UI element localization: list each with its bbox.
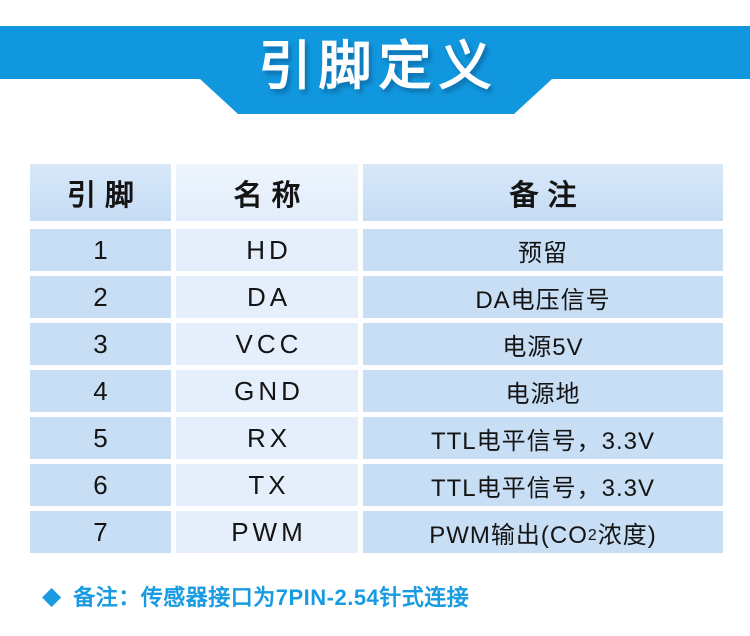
pin-cell: 3 bbox=[30, 323, 171, 365]
pin-cell: 6 bbox=[30, 464, 171, 506]
remark-text: DA电压信号 bbox=[475, 286, 611, 314]
page-title: 引脚定义 bbox=[258, 37, 499, 96]
remark-cell: 预留 bbox=[363, 229, 723, 271]
name-cell: TX bbox=[176, 464, 358, 506]
remark-cell: TTL电平信号，3.3V bbox=[363, 464, 723, 506]
header-remark: 备注 bbox=[363, 164, 723, 221]
table-row: 5 RX TTL电平信号，3.3V bbox=[30, 417, 723, 459]
footer-note-text: 备注：传感器接口为7PIN-2.54针式连接 bbox=[73, 585, 470, 610]
name-cell: GND bbox=[176, 370, 358, 412]
pin-definition-table: 引脚 名称 备注 1 HD 预留 2 DA DA电压信号 3 VCC 电源5V … bbox=[30, 164, 723, 558]
pin-cell: 4 bbox=[30, 370, 171, 412]
remark-text: 电源地 bbox=[505, 380, 581, 408]
remark-cell: 电源地 bbox=[363, 370, 723, 412]
pin-cell: 5 bbox=[30, 417, 171, 459]
remark-cell: TTL电平信号，3.3V bbox=[363, 417, 723, 459]
remark-text: TTL电平信号，3.3V bbox=[430, 427, 656, 455]
pin-cell: 2 bbox=[30, 276, 171, 318]
table-row: 3 VCC 电源5V bbox=[30, 323, 723, 365]
table-row: 1 HD 预留 bbox=[30, 229, 723, 271]
table-row: 4 GND 电源地 bbox=[30, 370, 723, 412]
header-name: 名称 bbox=[176, 164, 358, 221]
table-row: 6 TX TTL电平信号，3.3V bbox=[30, 464, 723, 506]
remark-text: PWM输出(CO bbox=[429, 521, 588, 549]
pin-cell: 7 bbox=[30, 511, 171, 553]
pin-cell: 1 bbox=[30, 229, 171, 271]
footer-note: ◆ 备注：传感器接口为7PIN-2.54针式连接 bbox=[42, 582, 469, 610]
name-cell: DA bbox=[176, 276, 358, 318]
header-pin: 引脚 bbox=[30, 164, 171, 221]
name-cell: VCC bbox=[176, 323, 358, 365]
pin-definition-banner: 引脚定义 bbox=[0, 26, 750, 116]
remark-cell: 电源5V bbox=[363, 323, 723, 365]
diamond-icon: ◆ bbox=[42, 581, 62, 610]
name-cell: RX bbox=[176, 417, 358, 459]
name-cell: HD bbox=[176, 229, 358, 271]
name-cell: PWM bbox=[176, 511, 358, 553]
remark-text: 预留 bbox=[518, 239, 568, 267]
remark-text: 浓度) bbox=[597, 521, 657, 549]
remark-cell: DA电压信号 bbox=[363, 276, 723, 318]
table-row: 7 PWM PWM输出(CO 2 浓度) bbox=[30, 511, 723, 553]
remark-subscript: 2 bbox=[587, 527, 598, 544]
remark-text: 电源5V bbox=[502, 333, 584, 361]
table-row: 2 DA DA电压信号 bbox=[30, 276, 723, 318]
remark-cell: PWM输出(CO 2 浓度) bbox=[363, 511, 723, 553]
table-header-row: 引脚 名称 备注 bbox=[30, 164, 723, 221]
remark-text: TTL电平信号，3.3V bbox=[430, 474, 656, 502]
